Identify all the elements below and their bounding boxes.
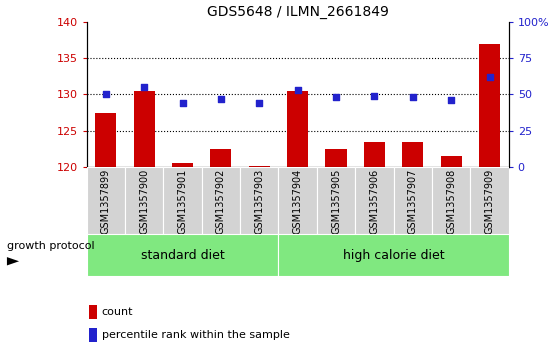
Polygon shape	[7, 257, 19, 265]
Bar	[210, 149, 231, 167]
Bar	[402, 142, 423, 167]
Bar	[317, 167, 355, 234]
Text: GSM1357908: GSM1357908	[446, 169, 456, 234]
Bar	[440, 156, 462, 167]
Bar	[479, 44, 500, 167]
Bar	[125, 167, 163, 234]
Title: GDS5648 / ILMN_2661849: GDS5648 / ILMN_2661849	[207, 5, 389, 19]
Point	[216, 96, 225, 102]
Bar	[87, 234, 278, 276]
Point	[447, 97, 456, 103]
Text: GSM1357899: GSM1357899	[101, 169, 111, 234]
Point	[293, 87, 302, 93]
Text: count: count	[102, 307, 134, 317]
Bar	[163, 167, 202, 234]
Point	[255, 100, 264, 106]
Bar	[249, 166, 270, 167]
Bar	[470, 167, 509, 234]
Bar	[202, 167, 240, 234]
Point	[140, 84, 149, 90]
Text: GSM1357901: GSM1357901	[178, 169, 188, 234]
Text: GSM1357909: GSM1357909	[485, 169, 495, 234]
Bar	[432, 167, 470, 234]
Text: GSM1357903: GSM1357903	[254, 169, 264, 234]
Text: GSM1357906: GSM1357906	[369, 169, 380, 234]
Text: GSM1357907: GSM1357907	[408, 169, 418, 234]
Text: GSM1357904: GSM1357904	[293, 169, 302, 234]
Text: GSM1357905: GSM1357905	[331, 169, 341, 234]
Point	[408, 94, 417, 100]
Bar	[325, 149, 347, 167]
Bar	[355, 167, 394, 234]
Point	[331, 94, 340, 100]
Point	[370, 93, 379, 99]
Bar	[278, 167, 317, 234]
Bar	[89, 305, 97, 319]
Bar	[134, 91, 155, 167]
Bar	[87, 167, 125, 234]
Text: GSM1357902: GSM1357902	[216, 169, 226, 234]
Bar	[287, 91, 308, 167]
Bar	[172, 163, 193, 167]
Bar	[240, 167, 278, 234]
Text: percentile rank within the sample: percentile rank within the sample	[102, 330, 290, 340]
Point	[178, 100, 187, 106]
Text: standard diet: standard diet	[141, 249, 225, 261]
Bar	[89, 328, 97, 342]
Bar	[364, 142, 385, 167]
Point	[485, 74, 494, 80]
Bar	[278, 234, 509, 276]
Bar	[95, 113, 116, 167]
Text: GSM1357900: GSM1357900	[139, 169, 149, 234]
Point	[101, 91, 110, 97]
Text: growth protocol: growth protocol	[7, 241, 94, 251]
Text: high calorie diet: high calorie diet	[343, 249, 444, 261]
Bar	[394, 167, 432, 234]
